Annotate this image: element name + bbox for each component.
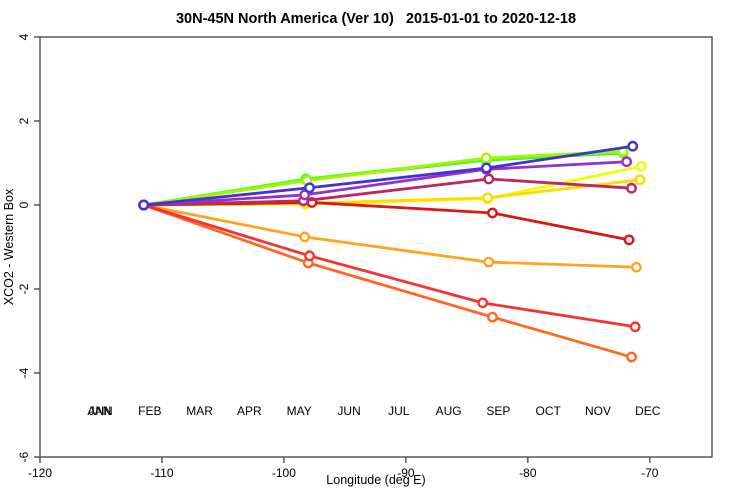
- data-point-may: [482, 192, 493, 204]
- legend-label-oct: OCT: [536, 404, 562, 418]
- data-point-jun: [299, 231, 311, 243]
- legend-label-feb: FEB: [138, 404, 161, 418]
- series-line-aug: [142, 203, 637, 329]
- legend-label-ann: ANN: [87, 404, 112, 418]
- data-point-dec: [304, 182, 315, 194]
- x-tick-label: -80: [519, 466, 537, 480]
- data-point-dec: [480, 162, 492, 174]
- plot-frame: [39, 36, 713, 458]
- chart-title: 30N-45N North America (Ver 10) 2015-01-0…: [176, 11, 576, 27]
- legend-label-jan: JAN: [89, 404, 112, 418]
- data-series: [138, 140, 647, 363]
- y-tick-label: 2: [17, 117, 31, 124]
- data-point-jun: [630, 261, 642, 273]
- data-point-dec: [138, 199, 150, 211]
- legend-label-dec: DEC: [635, 404, 661, 418]
- data-point-aug: [629, 321, 641, 333]
- y-tick-label: -4: [17, 367, 31, 378]
- legend-label-aug: AUG: [436, 404, 462, 418]
- data-point-mar: [480, 152, 492, 164]
- data-point-aug: [477, 297, 489, 309]
- series-line-jun: [142, 203, 638, 269]
- x-tick-label: -110: [150, 466, 173, 480]
- series-line-dec: [142, 144, 635, 207]
- legend-label-mar: MAR: [186, 404, 213, 418]
- legend-label-jun: JUN: [337, 404, 360, 418]
- series-line-mar: [142, 149, 625, 207]
- legend-label-jul: JUL: [388, 404, 410, 418]
- data-point-aug: [304, 250, 315, 262]
- data-point-nov: [621, 156, 633, 168]
- legend-label-apr: APR: [237, 404, 262, 418]
- x-tick-label: -90: [397, 466, 415, 480]
- series-line-jul: [142, 203, 633, 359]
- data-point-oct: [626, 182, 637, 194]
- x-tick-label: -100: [272, 466, 296, 480]
- data-point-jun: [483, 256, 495, 268]
- data-point-dec: [627, 140, 639, 152]
- data-point-apr: [635, 160, 647, 172]
- series-line-oct: [142, 177, 633, 207]
- y-tick-label: 0: [17, 201, 31, 208]
- legend-label-nov: NOV: [585, 404, 611, 418]
- legend-label-may: MAY: [287, 404, 312, 418]
- y-tick-label: 4: [17, 33, 31, 40]
- x-tick-label: -120: [28, 466, 52, 480]
- axis-ticks: -120 -110 -100 -90 -80 -70 4 2 0 -2 -4 -6: [17, 33, 659, 480]
- y-tick-label: -6: [17, 451, 31, 462]
- data-point-jul: [626, 351, 637, 363]
- data-point-sep: [487, 207, 498, 219]
- series-line-sep: [142, 201, 631, 242]
- data-point-jul: [487, 311, 498, 323]
- y-axis-label: XCO2 - Western Box: [2, 188, 16, 305]
- y-tick-label: -2: [17, 283, 31, 294]
- data-point-may: [634, 174, 646, 186]
- x-axis-label: Longitude (deg E): [326, 473, 425, 487]
- x-tick-label: -70: [641, 466, 659, 480]
- data-point-sep: [623, 234, 635, 246]
- legend-label-sep: SEP: [486, 404, 510, 418]
- data-point-nov: [299, 189, 311, 201]
- plot-box: [39, 36, 713, 458]
- series-line-nov: [142, 160, 629, 207]
- data-point-oct: [483, 173, 495, 185]
